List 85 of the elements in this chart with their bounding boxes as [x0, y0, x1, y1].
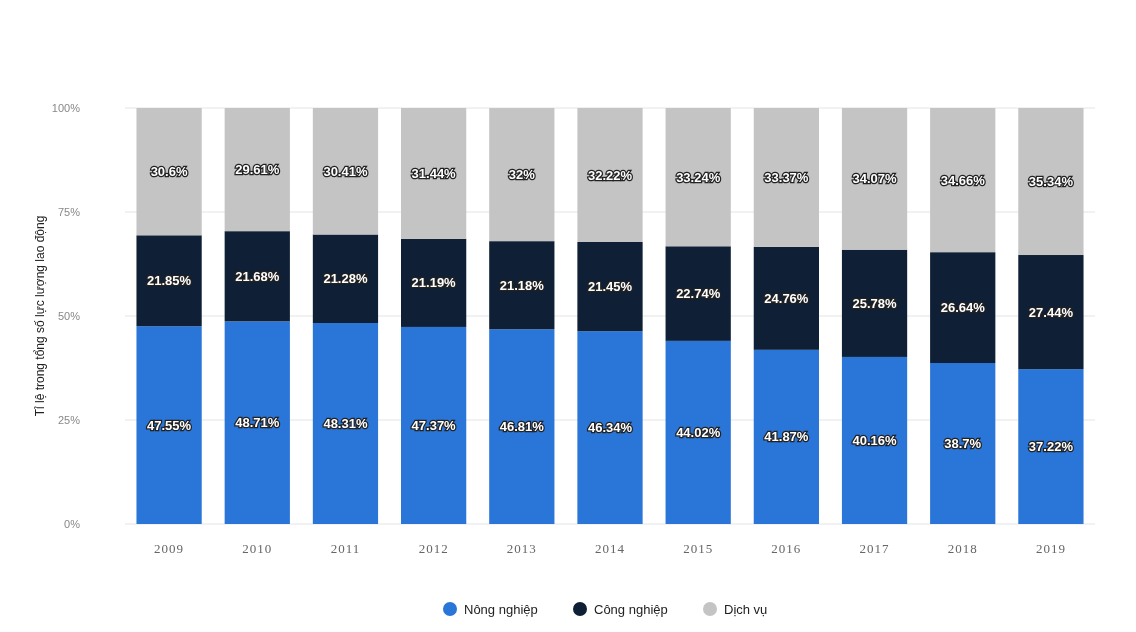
data-label: 33.24% — [676, 169, 721, 185]
data-label: 48.71% — [235, 415, 280, 431]
bar — [401, 326, 467, 524]
bar — [577, 331, 643, 524]
bar — [224, 108, 290, 232]
data-label: 25.78% — [852, 295, 898, 311]
bar — [1018, 255, 1084, 370]
bar — [136, 235, 202, 327]
y-tick-label: 50% — [57, 309, 81, 322]
bar — [224, 231, 290, 322]
bar — [401, 108, 467, 239]
data-label: 22.74% — [676, 286, 721, 302]
bar — [841, 356, 908, 524]
bar — [665, 108, 731, 247]
bar — [1018, 108, 1084, 256]
y-tick-label: 100% — [51, 101, 81, 114]
data-label: 48.31% — [323, 416, 368, 432]
data-label: 31.44% — [411, 165, 457, 181]
data-label: 44.02% — [676, 424, 721, 440]
bar — [841, 249, 908, 357]
data-label: 30.6% — [150, 164, 188, 180]
bar — [489, 329, 555, 524]
data-label: 34.66% — [940, 172, 986, 188]
data-label: 21.18% — [499, 277, 545, 293]
bar — [841, 107, 908, 250]
legend-label: Nông nghiệp — [464, 601, 538, 617]
legend-label: Dịch vụ — [724, 601, 768, 617]
bar — [136, 326, 202, 524]
bar — [224, 321, 290, 524]
y-axis-title: Tỉ lệ trong tổng số lực lượng lao động — [33, 215, 47, 417]
data-label: 29.61% — [235, 162, 280, 178]
y-tick-label: 25% — [57, 413, 81, 426]
data-label: 47.55% — [147, 417, 192, 433]
data-label: 21.85% — [147, 273, 192, 289]
x-tick-label: 2019 — [1035, 541, 1066, 556]
bar — [753, 108, 819, 247]
x-tick-label: 2016 — [771, 541, 802, 556]
bar — [577, 241, 643, 332]
x-tick-label: 2012 — [418, 541, 449, 556]
data-label: 38.7% — [944, 436, 982, 452]
data-label: 26.64% — [940, 300, 986, 316]
x-tick-label: 2015 — [683, 541, 714, 556]
data-label: 21.45% — [587, 279, 633, 295]
data-label: 32% — [508, 167, 536, 183]
data-label: 21.28% — [323, 271, 368, 287]
legend-label: Công nghiệp — [594, 601, 668, 617]
bar — [401, 238, 467, 327]
data-label: 30.41% — [323, 163, 368, 179]
x-tick-label: 2011 — [330, 541, 361, 556]
bar — [577, 107, 643, 242]
x-tick-label: 2017 — [859, 541, 890, 556]
data-label: 46.34% — [587, 420, 633, 436]
bar — [1018, 369, 1084, 524]
data-label: 40.16% — [852, 433, 898, 449]
data-label: 21.68% — [235, 268, 280, 284]
y-tick-label: 75% — [57, 205, 81, 218]
data-label: 46.81% — [499, 419, 545, 435]
data-label: 35.34% — [1028, 174, 1074, 190]
bar — [489, 108, 555, 242]
bar — [665, 340, 731, 524]
bar — [930, 363, 996, 524]
data-label: 34.07% — [852, 171, 898, 187]
y-tick-label: 0% — [64, 517, 81, 530]
bar — [489, 241, 555, 330]
bar — [312, 108, 379, 235]
bar — [930, 252, 996, 364]
bar — [753, 246, 819, 350]
data-label: 41.87% — [764, 429, 809, 445]
x-tick-label: 2018 — [947, 541, 978, 556]
data-label: 21.19% — [411, 275, 457, 291]
x-tick-label: 2010 — [242, 541, 273, 556]
bar — [312, 323, 379, 524]
x-tick-label: 2009 — [154, 541, 185, 556]
x-tick-label: 2014 — [595, 541, 625, 556]
bar — [665, 246, 731, 341]
x-tick-label: 2013 — [506, 541, 537, 556]
data-label: 32.22% — [587, 167, 633, 183]
bar — [312, 234, 379, 324]
bar — [930, 108, 996, 253]
data-label: 37.22% — [1028, 439, 1074, 455]
bar — [753, 349, 819, 524]
bar — [136, 108, 202, 236]
data-label: 27.44% — [1028, 304, 1074, 320]
data-label: 47.37% — [411, 418, 457, 434]
data-label: 24.76% — [764, 290, 809, 306]
